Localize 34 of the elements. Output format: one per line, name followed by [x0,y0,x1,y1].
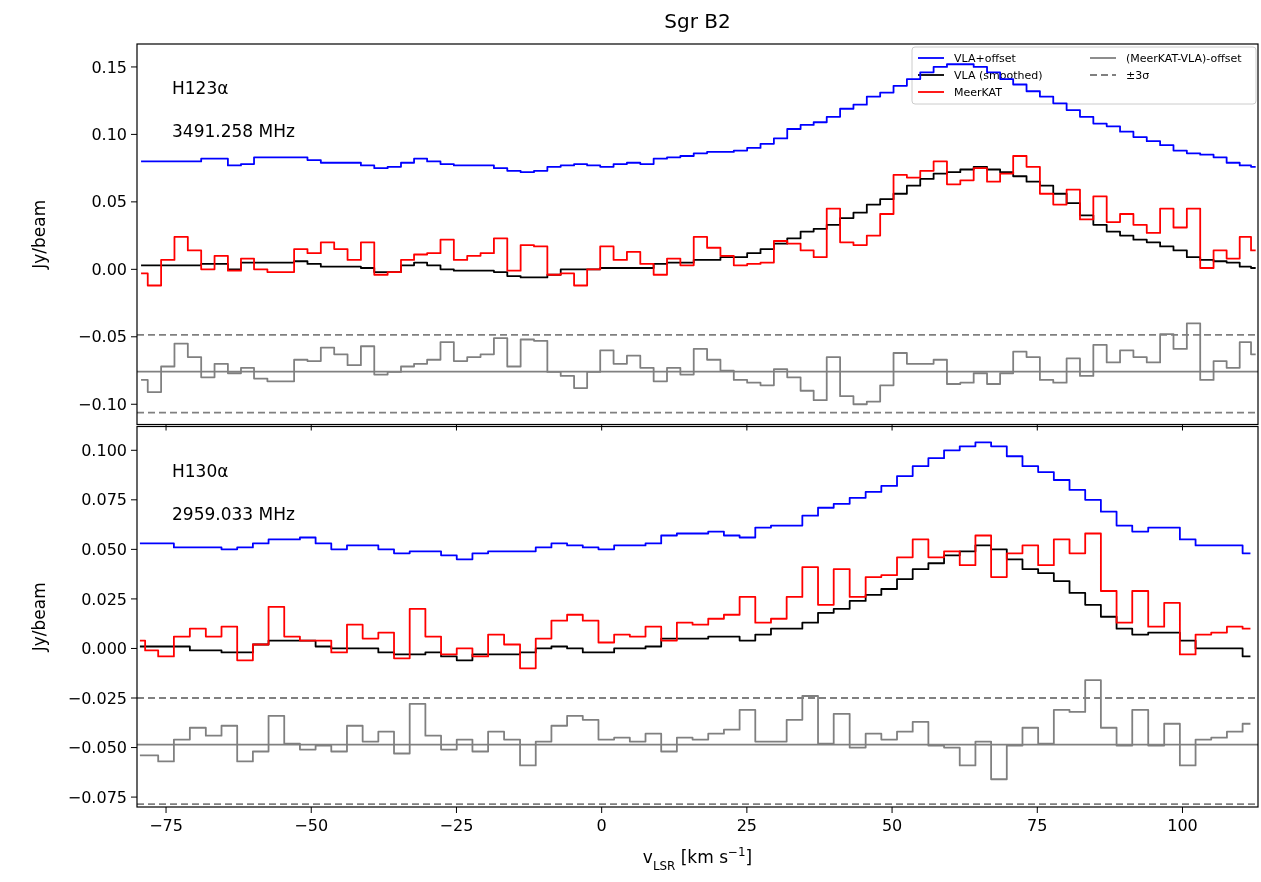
y-tick-label: 0.15 [91,57,127,77]
annotation: H130α [172,460,229,481]
x-tick-label: −75 [149,816,183,835]
y-tick-label: −0.025 [67,688,127,708]
chart-title: Sgr B2 [664,9,731,33]
legend-label: (MeerKAT-VLA)-offset [1126,52,1243,65]
x-tick-label: 50 [881,816,903,835]
y-axis-title: Jy/beam [29,582,49,653]
annotation: H123α [172,78,229,98]
y-tick-label: 0.000 [81,639,127,659]
x-tick-label: 100 [1167,816,1198,835]
y-tick-label: 0.100 [81,440,127,460]
annotation: 3491.258 MHz [172,121,295,141]
y-tick-label: −0.10 [77,394,127,414]
legend-label: MeerKAT [954,86,1003,99]
legend-label: VLA+offset [954,52,1017,65]
x-tick-label: 75 [1027,816,1048,835]
x-tick-label: −50 [294,816,329,835]
annotation: 2959.033 MHz [172,503,295,524]
y-tick-label: −0.050 [67,738,127,758]
y-tick-label: −0.075 [67,787,127,807]
x-tick-label: 0 [596,816,607,835]
x-tick-label: 25 [736,816,758,835]
y-tick-label: 0.05 [91,192,127,212]
x-tick-label: −25 [439,816,474,835]
y-tick-label: −0.05 [77,327,127,347]
y-tick-label: 0.025 [81,589,127,609]
x-axis-title: v$_{LSR}$ [km s$^{−1}$] [642,845,753,873]
y-tick-label: 0.00 [91,259,127,279]
y-tick-label: 0.10 [91,125,127,144]
legend-label: ±3σ [1126,69,1150,82]
y-tick-label: 0.075 [81,490,127,510]
y-axis-title: Jy/beam [29,199,49,270]
y-tick-label: 0.050 [81,539,127,559]
